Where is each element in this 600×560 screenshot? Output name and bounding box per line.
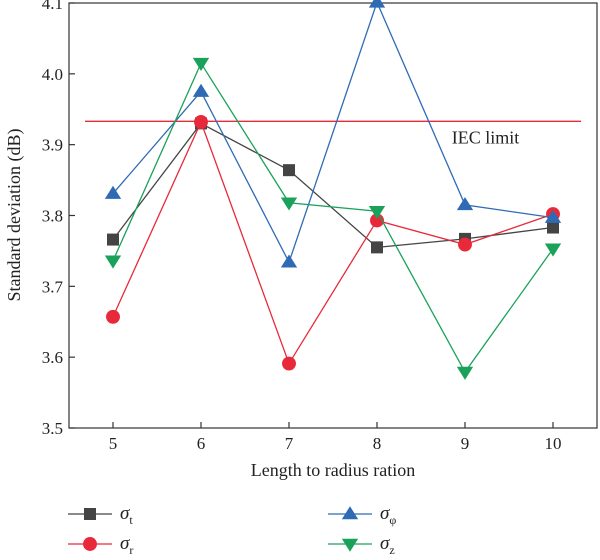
legend-label: σφ	[380, 503, 396, 527]
legend-label: σr	[120, 533, 133, 557]
marker-triangle-down	[280, 197, 298, 211]
x-tick-label: 10	[545, 434, 562, 453]
marker-triangle-up	[368, 0, 386, 8]
legend-item-z: σz	[328, 533, 395, 557]
marker-circle	[194, 115, 208, 129]
marker-circle	[83, 537, 97, 551]
marker-triangle-up	[456, 197, 474, 211]
marker-triangle-up	[280, 254, 298, 268]
marker-square	[84, 508, 96, 520]
y-tick-label: 3.9	[42, 136, 63, 155]
series-group	[104, 0, 562, 380]
iec-limit-label: IEC limit	[452, 127, 520, 147]
marker-circle	[106, 309, 120, 324]
legend-label: σt	[120, 503, 133, 527]
series-φ	[104, 0, 562, 268]
marker-triangle-down	[341, 538, 359, 552]
marker-triangle-down	[544, 243, 562, 257]
legend-item-t: σt	[68, 503, 133, 527]
series-line	[112, 61, 554, 374]
x-axis-label: Length to radius ration	[251, 460, 415, 480]
series-line	[112, 122, 554, 249]
reference-line-group: IEC limit	[85, 120, 581, 147]
y-tick-label: 4.0	[42, 65, 63, 84]
y-tick-label: 3.7	[42, 277, 64, 296]
legend-item-φ: σφ	[328, 503, 396, 527]
y-tick-label: 4.1	[42, 0, 63, 13]
marker-square	[107, 233, 119, 246]
marker-triangle-down	[368, 205, 386, 220]
marker-circle	[458, 237, 472, 252]
y-axis-label: Standard deviation (dB)	[4, 129, 25, 302]
series-t	[107, 117, 559, 254]
y-tick-label: 3.8	[42, 207, 63, 226]
marker-triangle-down	[104, 255, 122, 269]
x-axis: 5 6 7 8 9 10	[109, 422, 562, 453]
marker-square	[371, 241, 383, 254]
marker-circle	[282, 356, 296, 371]
x-tick-label: 9	[461, 434, 470, 453]
marker-triangle-down	[456, 366, 474, 380]
x-tick-label: 5	[109, 434, 118, 453]
y-tick-label: 3.6	[42, 348, 63, 367]
series-line	[112, 0, 554, 264]
plot-frame	[68, 2, 598, 429]
marker-square	[547, 221, 559, 234]
marker-triangle-up	[104, 185, 122, 199]
legend: σt σφ σr σz	[68, 503, 396, 557]
marker-triangle-up	[192, 83, 210, 97]
marker-square	[283, 164, 295, 177]
series-r	[106, 115, 560, 371]
x-tick-label: 6	[197, 434, 206, 453]
series-line	[112, 120, 554, 366]
marker-triangle-down	[192, 57, 210, 72]
marker-triangle-up	[341, 506, 359, 520]
y-tick-label: 3.5	[42, 419, 63, 438]
legend-label: σz	[380, 533, 395, 557]
x-tick-label: 8	[373, 434, 382, 453]
y-axis: 3.5 3.6 3.7 3.8 3.9 4.0 4.1	[42, 0, 75, 438]
legend-item-r: σr	[68, 533, 133, 557]
marker-triangle-up	[544, 209, 562, 223]
series-z	[104, 57, 562, 380]
x-tick-label: 7	[285, 434, 294, 453]
